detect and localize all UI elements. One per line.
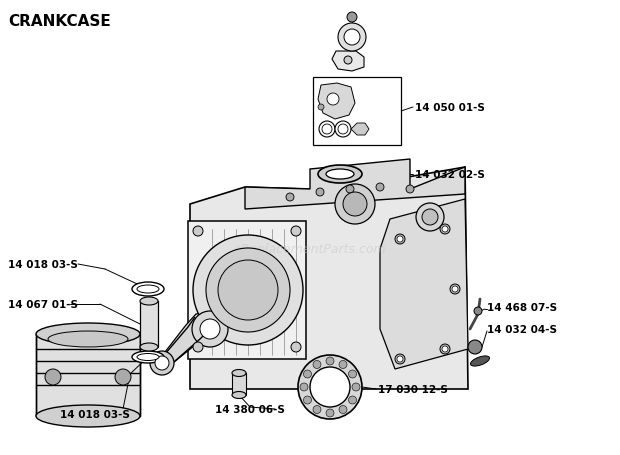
Circle shape bbox=[450, 284, 460, 294]
Ellipse shape bbox=[232, 369, 246, 377]
Circle shape bbox=[468, 340, 482, 354]
Circle shape bbox=[440, 224, 450, 234]
Circle shape bbox=[395, 354, 405, 364]
Circle shape bbox=[150, 351, 174, 375]
Ellipse shape bbox=[318, 166, 362, 184]
Ellipse shape bbox=[140, 343, 158, 351]
Circle shape bbox=[303, 370, 311, 378]
Circle shape bbox=[193, 342, 203, 352]
Text: 14 380 06-S: 14 380 06-S bbox=[215, 404, 285, 414]
Ellipse shape bbox=[48, 331, 128, 347]
Circle shape bbox=[193, 227, 203, 237]
Ellipse shape bbox=[132, 351, 164, 363]
Circle shape bbox=[192, 311, 228, 347]
Circle shape bbox=[338, 24, 366, 52]
Circle shape bbox=[452, 286, 458, 293]
Circle shape bbox=[335, 122, 351, 138]
Circle shape bbox=[291, 227, 301, 237]
Ellipse shape bbox=[140, 298, 158, 305]
Circle shape bbox=[348, 396, 356, 404]
Circle shape bbox=[313, 405, 321, 414]
Polygon shape bbox=[245, 160, 465, 210]
Circle shape bbox=[326, 409, 334, 417]
Circle shape bbox=[327, 94, 339, 106]
Text: eReplacementParts.com: eReplacementParts.com bbox=[234, 243, 386, 256]
Text: 17 030 12-S: 17 030 12-S bbox=[378, 384, 448, 394]
Circle shape bbox=[318, 105, 324, 111]
Circle shape bbox=[440, 344, 450, 354]
Ellipse shape bbox=[36, 405, 140, 427]
Circle shape bbox=[298, 355, 362, 419]
Bar bbox=[188, 222, 306, 359]
Polygon shape bbox=[380, 200, 468, 369]
Circle shape bbox=[218, 260, 278, 320]
Text: 14 067 01-S: 14 067 01-S bbox=[8, 299, 78, 309]
Circle shape bbox=[313, 361, 321, 369]
Text: 14 050 01-S: 14 050 01-S bbox=[415, 103, 485, 113]
Circle shape bbox=[300, 383, 308, 391]
Text: 14 468 07-S: 14 468 07-S bbox=[487, 302, 557, 312]
Polygon shape bbox=[158, 311, 225, 367]
Bar bbox=[313, 78, 401, 146]
Circle shape bbox=[310, 367, 350, 407]
Polygon shape bbox=[190, 167, 468, 389]
Circle shape bbox=[45, 369, 61, 385]
Circle shape bbox=[322, 125, 332, 135]
Circle shape bbox=[200, 319, 220, 339]
Bar bbox=[140, 301, 158, 347]
Circle shape bbox=[344, 30, 360, 46]
Ellipse shape bbox=[137, 285, 159, 293]
Circle shape bbox=[422, 210, 438, 226]
Circle shape bbox=[346, 186, 354, 193]
Ellipse shape bbox=[232, 392, 246, 399]
Circle shape bbox=[155, 356, 169, 370]
Text: 14 032 02-S: 14 032 02-S bbox=[415, 170, 485, 180]
Circle shape bbox=[352, 383, 360, 391]
Circle shape bbox=[344, 57, 352, 65]
Ellipse shape bbox=[471, 356, 490, 366]
Circle shape bbox=[303, 396, 311, 404]
Circle shape bbox=[395, 234, 405, 244]
Ellipse shape bbox=[132, 283, 164, 296]
Bar bbox=[232, 373, 246, 395]
Polygon shape bbox=[351, 124, 369, 136]
Text: 14 032 04-S: 14 032 04-S bbox=[487, 324, 557, 334]
Circle shape bbox=[442, 227, 448, 233]
Text: 14 018 03-S: 14 018 03-S bbox=[60, 409, 130, 419]
Circle shape bbox=[115, 369, 131, 385]
Circle shape bbox=[326, 357, 334, 365]
Circle shape bbox=[343, 192, 367, 217]
Circle shape bbox=[397, 356, 403, 362]
Circle shape bbox=[193, 236, 303, 345]
Circle shape bbox=[335, 185, 375, 224]
Ellipse shape bbox=[137, 354, 159, 361]
Circle shape bbox=[339, 361, 347, 369]
Text: 14 018 03-S: 14 018 03-S bbox=[8, 259, 78, 269]
Circle shape bbox=[316, 188, 324, 197]
Circle shape bbox=[338, 125, 348, 135]
Circle shape bbox=[348, 370, 356, 378]
Polygon shape bbox=[318, 84, 355, 120]
Ellipse shape bbox=[36, 324, 140, 345]
Ellipse shape bbox=[326, 170, 354, 180]
Circle shape bbox=[339, 405, 347, 414]
Circle shape bbox=[406, 186, 414, 193]
Circle shape bbox=[474, 307, 482, 315]
Circle shape bbox=[397, 237, 403, 243]
Bar bbox=[36, 334, 140, 416]
Circle shape bbox=[442, 346, 448, 352]
Circle shape bbox=[416, 203, 444, 232]
Circle shape bbox=[319, 122, 335, 138]
Circle shape bbox=[376, 184, 384, 192]
Circle shape bbox=[206, 248, 290, 332]
Circle shape bbox=[347, 13, 357, 23]
Circle shape bbox=[286, 193, 294, 202]
Text: CRANKCASE: CRANKCASE bbox=[8, 14, 111, 29]
Circle shape bbox=[291, 342, 301, 352]
Polygon shape bbox=[332, 52, 364, 72]
